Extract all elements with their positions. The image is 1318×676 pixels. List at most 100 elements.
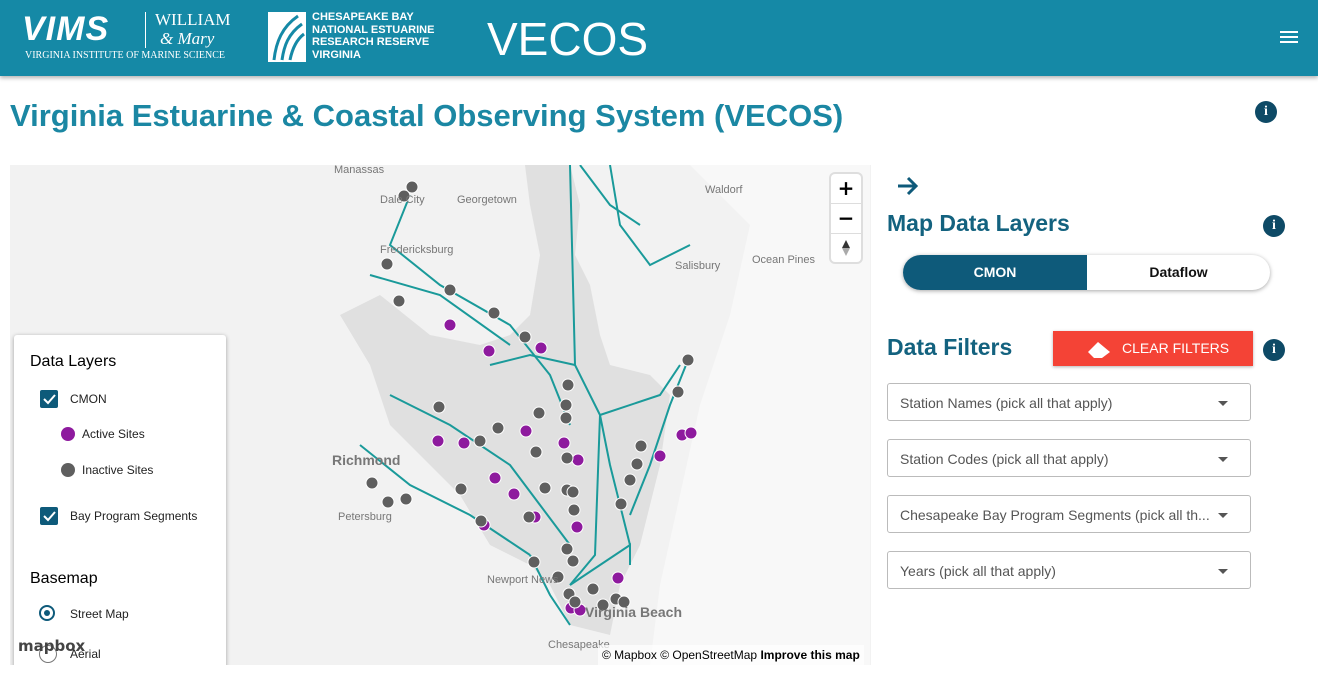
site-marker[interactable] — [566, 554, 580, 568]
segment-line — [599, 364, 681, 416]
segment-line — [389, 394, 571, 546]
site-marker[interactable] — [560, 451, 574, 465]
map[interactable]: Manassas Dale City Waldorf Georgetown Freder… — [10, 165, 871, 665]
segment-line — [579, 165, 641, 226]
filter-select[interactable]: Years (pick all that apply) — [887, 551, 1251, 589]
site-marker[interactable] — [432, 400, 446, 414]
site-marker[interactable] — [443, 318, 457, 332]
site-marker[interactable] — [557, 436, 571, 450]
app-name: VECOS — [487, 13, 649, 65]
legend-item: Street Map — [70, 607, 129, 621]
filter-select[interactable]: Chesapeake Bay Program Segments (pick al… — [887, 495, 1251, 533]
site-marker[interactable] — [611, 571, 625, 585]
site-marker[interactable] — [399, 492, 413, 506]
place-label: Petersburg — [338, 511, 392, 523]
site-marker[interactable] — [431, 434, 445, 448]
site-marker[interactable] — [487, 306, 501, 320]
site-marker[interactable] — [380, 257, 394, 271]
site-marker[interactable] — [538, 481, 552, 495]
info-button[interactable]: i — [1263, 339, 1285, 361]
site-marker[interactable] — [482, 344, 496, 358]
site-marker[interactable] — [491, 421, 505, 435]
zoom-controls: + − — [831, 174, 861, 262]
site-marker[interactable] — [392, 294, 406, 308]
site-marker[interactable] — [586, 582, 600, 596]
site-marker[interactable] — [559, 398, 573, 412]
site-marker[interactable] — [567, 503, 581, 517]
legend-item: Active Sites — [82, 427, 145, 441]
legend: Data Layers CMON Active Sites Inactive S… — [14, 335, 226, 665]
place-label: Georgetown — [457, 194, 517, 206]
site-marker[interactable] — [571, 453, 585, 467]
legend-item: Bay Program Segments — [70, 509, 198, 523]
toggle-option[interactable]: Dataflow — [1149, 264, 1208, 280]
site-marker[interactable] — [534, 341, 548, 355]
site-marker[interactable] — [596, 598, 610, 612]
wm-logo: & Mary — [160, 29, 215, 48]
site-marker[interactable] — [559, 411, 573, 425]
place-label: Manassas — [334, 165, 385, 176]
site-marker[interactable] — [443, 283, 457, 297]
place-label: Fredericksburg — [380, 244, 453, 256]
place-label: Dale City — [380, 194, 425, 206]
zoom-in[interactable]: + — [831, 174, 861, 204]
site-marker[interactable] — [614, 497, 628, 511]
site-marker[interactable] — [522, 510, 536, 524]
checkbox[interactable] — [40, 507, 58, 525]
section-title: Data Filters — [887, 334, 1013, 360]
compass[interactable] — [831, 234, 861, 262]
site-marker[interactable] — [365, 476, 379, 490]
site-marker[interactable] — [560, 542, 574, 556]
reserve-line: VIRGINIA — [312, 48, 361, 61]
site-marker[interactable] — [532, 406, 546, 420]
legend-title: Data Layers — [30, 353, 117, 370]
site-marker[interactable] — [474, 514, 488, 528]
filter-select[interactable]: Station Names (pick all that apply) — [887, 383, 1251, 421]
site-marker[interactable] — [529, 445, 543, 459]
site-marker[interactable] — [405, 180, 419, 194]
site-marker[interactable] — [381, 495, 395, 509]
site-marker[interactable] — [397, 189, 411, 203]
place-label: Chesapeake — [548, 639, 610, 651]
improve-link[interactable]: Improve this map — [760, 648, 860, 662]
site-marker[interactable] — [570, 520, 584, 534]
site-marker[interactable] — [630, 457, 644, 471]
info-button[interactable]: i — [1255, 101, 1277, 123]
site-marker[interactable] — [623, 473, 637, 487]
site-marker[interactable] — [551, 570, 565, 584]
site-marker[interactable] — [473, 434, 487, 448]
site-marker[interactable] — [457, 436, 471, 450]
radio[interactable] — [39, 645, 57, 663]
collapse-arrow[interactable] — [896, 176, 920, 196]
radio[interactable] — [39, 605, 55, 621]
zoom-out[interactable]: − — [831, 204, 861, 234]
site-marker[interactable] — [507, 487, 521, 501]
site-marker[interactable] — [454, 482, 468, 496]
site-marker[interactable] — [653, 449, 667, 463]
site-marker[interactable] — [488, 471, 502, 485]
site-marker[interactable] — [527, 555, 541, 569]
reserve-text: CHESAPEAKE BAY NATIONAL ESTUARINE RESEARCH… — [312, 11, 434, 61]
map-canvas: Manassas Dale City Waldorf Georgetown Freder… — [332, 165, 870, 665]
legend-item: Aerial — [70, 647, 101, 661]
mapbox-logo: mapbox — [18, 637, 86, 655]
segment-line — [359, 444, 531, 556]
checkbox[interactable] — [40, 390, 58, 408]
clear-filters-button[interactable]: CLEAR FILTERS — [1053, 331, 1253, 366]
toggle-option[interactable]: CMON — [903, 255, 1087, 290]
site-marker[interactable] — [671, 385, 685, 399]
site-marker[interactable] — [566, 485, 580, 499]
site-marker[interactable] — [561, 378, 575, 392]
info-button[interactable]: i — [1263, 215, 1285, 237]
site-marker[interactable] — [617, 595, 631, 609]
filter-select[interactable]: Station Codes (pick all that apply) — [887, 439, 1251, 477]
menu-button[interactable] — [1279, 29, 1299, 45]
site-marker[interactable] — [519, 424, 533, 438]
place-label: Virginia Beach — [585, 604, 682, 620]
site-marker[interactable] — [681, 353, 695, 367]
site-marker[interactable] — [518, 330, 532, 344]
site-marker[interactable] — [568, 595, 582, 609]
site-marker[interactable] — [634, 439, 648, 453]
site-marker[interactable] — [684, 426, 698, 440]
